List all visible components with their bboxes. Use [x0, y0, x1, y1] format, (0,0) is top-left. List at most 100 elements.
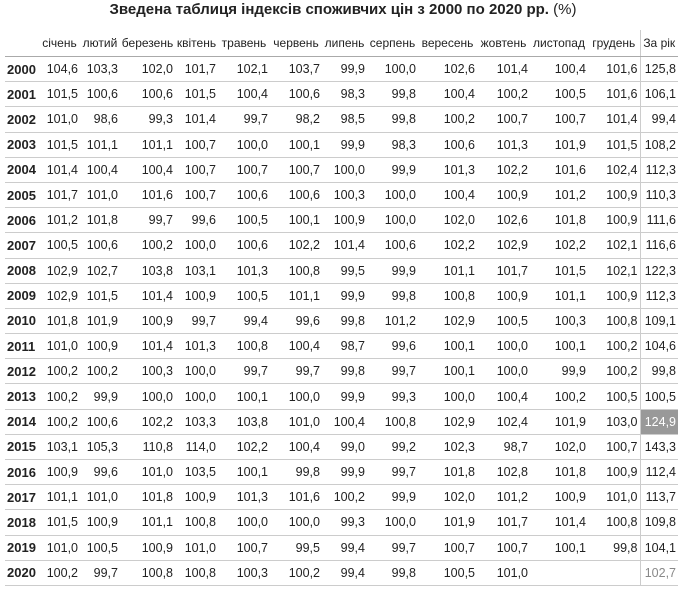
cell: 100,7 — [477, 106, 530, 133]
cell: 101,4 — [39, 157, 80, 183]
cell: 102,0 — [418, 484, 477, 511]
cell: 101,6 — [530, 157, 588, 183]
cell: 102,0 — [530, 434, 588, 461]
cell: 102,2 — [270, 232, 322, 259]
cell: 100,3 — [120, 358, 175, 385]
cell: 100,4 — [530, 56, 588, 83]
cell: 99,8 — [639, 358, 678, 385]
cell: 100,0 — [477, 333, 530, 360]
cell: 102,0 — [418, 207, 477, 234]
cell: 100,1 — [530, 535, 588, 561]
cell: 101,8 — [418, 459, 477, 486]
cell: 100,0 — [477, 358, 530, 385]
cell: 100,8 — [367, 409, 418, 435]
year: 2007 — [5, 232, 39, 259]
cell: 102,0 — [120, 56, 175, 83]
cell: 100,4 — [418, 81, 477, 108]
cell: 100,7 — [175, 182, 218, 209]
year: 2019 — [5, 535, 39, 561]
cell: 99,8 — [588, 535, 640, 561]
cell: 114,0 — [175, 434, 218, 461]
table-row: 2008 102,9 102,7 103,8 103,1 101,3 100,8 99,5 99… — [5, 258, 678, 284]
table-row: 2012 100,2 100,2 100,3 100,0 99,7 99,7 99,8 99,7… — [5, 358, 678, 385]
cell: 99,3 — [120, 106, 175, 133]
cell: 99,9 — [530, 358, 588, 385]
cell: 100,9 — [588, 283, 640, 309]
cell: 100,7 — [477, 535, 530, 561]
cell: 110,3 — [639, 182, 678, 209]
cell: 101,7 — [477, 258, 530, 284]
column-header: квітень — [175, 30, 218, 57]
cell: 99,7 — [367, 459, 418, 486]
cell: 101,0 — [270, 409, 322, 435]
cell: 99,6 — [80, 459, 120, 486]
cell: 100,8 — [175, 560, 218, 586]
cell: 101,6 — [588, 81, 640, 108]
cell: 101,0 — [39, 106, 80, 133]
cell: 100,6 — [120, 81, 175, 108]
cell: 100,1 — [418, 333, 477, 360]
cell: 101,6 — [120, 182, 175, 209]
cell: 100,5 — [218, 207, 270, 234]
cell: 100,9 — [175, 484, 218, 511]
cell — [588, 560, 640, 586]
cell: 99,9 — [367, 258, 418, 284]
cell: 99,3 — [367, 383, 418, 410]
cell: 101,0 — [80, 484, 120, 511]
year: 2009 — [5, 283, 39, 309]
table-row: 2004 101,4 100,4 100,4 100,7 100,7 100,7 100,0 9… — [5, 157, 678, 183]
year: 2008 — [5, 258, 39, 284]
cell: 100,6 — [80, 81, 120, 108]
cell: 100,0 — [218, 509, 270, 536]
cell: 102,7 — [80, 258, 120, 284]
cell: 100,7 — [588, 434, 640, 461]
cell: 100,9 — [80, 333, 120, 360]
cell: 100,2 — [80, 358, 120, 385]
cell: 101,1 — [418, 258, 477, 284]
column-header: За рік — [639, 30, 678, 57]
cell: 100,7 — [530, 106, 588, 133]
table-row: 2018 101,5 100,9 101,1 100,8 100,0 100,0 99,3 10… — [5, 509, 678, 536]
cell: 101,0 — [175, 535, 218, 561]
cell: 99,7 — [270, 358, 322, 385]
cell: 101,9 — [80, 308, 120, 335]
cell: 100,4 — [477, 383, 530, 410]
table-row: 2011 101,0 100,9 101,4 101,3 100,8 100,4 98,7 99… — [5, 333, 678, 360]
cell: 101,0 — [39, 535, 80, 561]
cell: 100,9 — [588, 207, 640, 234]
cell: 101,0 — [39, 333, 80, 360]
cell: 100,0 — [175, 358, 218, 385]
cell: 101,5 — [588, 132, 640, 158]
cell: 100,4 — [120, 157, 175, 183]
cell: 101,2 — [367, 308, 418, 335]
cell: 100,5 — [418, 560, 477, 586]
cell: 101,9 — [530, 409, 588, 435]
cell: 102,1 — [588, 258, 640, 284]
table-row: 2000 104,6 103,3 102,0 101,7 102,1 103,7 99,9 10… — [5, 56, 678, 83]
table-row: 2007 100,5 100,6 100,2 100,0 100,6 102,2 101,4 1… — [5, 232, 678, 259]
cell: 124,9 — [639, 409, 678, 435]
cell: 100,9 — [39, 459, 80, 486]
cell: 101,9 — [530, 132, 588, 158]
cell: 99,9 — [322, 56, 367, 83]
cell: 101,1 — [530, 283, 588, 309]
cell: 100,5 — [39, 232, 80, 259]
cell: 101,7 — [39, 182, 80, 209]
cell: 100,9 — [477, 182, 530, 209]
cell: 100,2 — [588, 358, 640, 385]
cell: 102,1 — [218, 56, 270, 83]
cell: 99,8 — [322, 308, 367, 335]
cell: 101,6 — [588, 56, 640, 83]
cell: 99,7 — [120, 207, 175, 234]
cell: 100,0 — [120, 383, 175, 410]
cell: 101,5 — [80, 283, 120, 309]
cell: 99,8 — [322, 358, 367, 385]
cell: 110,8 — [120, 434, 175, 461]
cell: 112,3 — [639, 283, 678, 309]
cell: 102,9 — [418, 308, 477, 335]
cell: 100,0 — [270, 509, 322, 536]
cell: 100,7 — [418, 535, 477, 561]
cell: 99,8 — [367, 106, 418, 133]
cell: 102,2 — [477, 157, 530, 183]
